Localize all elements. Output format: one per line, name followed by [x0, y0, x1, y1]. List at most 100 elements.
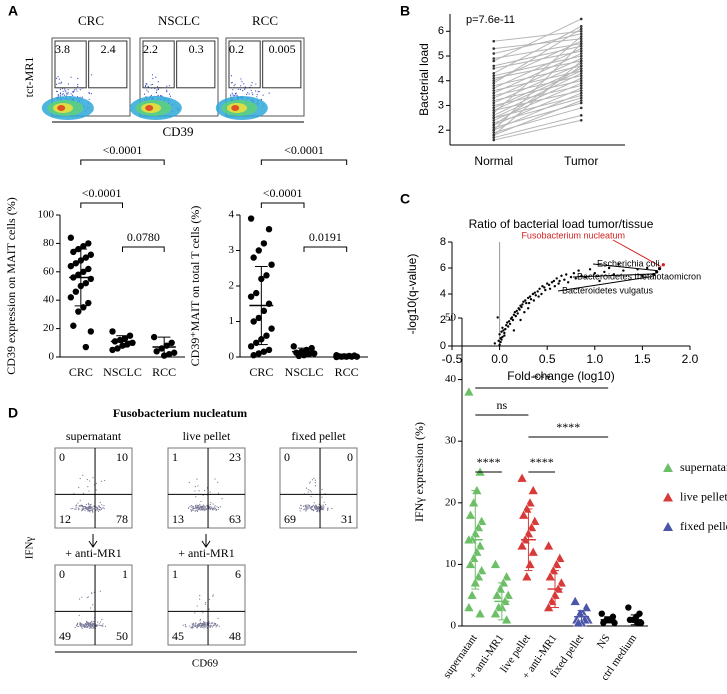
- flow-dot: [80, 625, 82, 627]
- flow-dot: [79, 89, 81, 91]
- flow-dot: [77, 502, 79, 504]
- flow-dot: [63, 94, 66, 96]
- flow-dot: [156, 86, 159, 88]
- point: [566, 281, 570, 284]
- flow-dot: [89, 607, 92, 609]
- quadrant-value: 6: [235, 567, 241, 581]
- flow-dot: [157, 81, 159, 83]
- flow-dot: [193, 625, 195, 627]
- flow-dot: [90, 622, 92, 624]
- flow-dot: [77, 83, 79, 85]
- quadrant-value: 49: [59, 629, 71, 643]
- y-tick-label: 1: [229, 315, 235, 327]
- flow-dot: [70, 508, 72, 510]
- point: [541, 285, 544, 288]
- point: [492, 114, 496, 117]
- point: [579, 30, 583, 33]
- flow-dot: [75, 88, 77, 90]
- flow-dot: [88, 622, 90, 624]
- flow-dot: [76, 90, 78, 92]
- flow-dot: [311, 479, 314, 481]
- point: [290, 343, 297, 350]
- flow-dot: [230, 95, 232, 97]
- flow-dot: [92, 625, 94, 628]
- point: [265, 226, 273, 233]
- point: [579, 25, 583, 28]
- y-tick-label: 30: [445, 435, 457, 447]
- point: [150, 333, 158, 341]
- flow-dot: [88, 507, 90, 509]
- point: [247, 343, 255, 350]
- flow-dot: [190, 508, 192, 510]
- flow-dot: [99, 506, 102, 509]
- flow-dot: [198, 507, 200, 509]
- flow-dot: [205, 625, 207, 627]
- quadrant-value: 78: [116, 512, 128, 526]
- point: [501, 335, 504, 339]
- point: [579, 114, 583, 117]
- point: [75, 308, 82, 315]
- flow-dot: [208, 508, 210, 510]
- flow-dot: [81, 504, 84, 507]
- flow-dot: [103, 505, 105, 507]
- point: [569, 275, 573, 279]
- point: [579, 84, 583, 87]
- point: [516, 312, 519, 315]
- point: [255, 350, 262, 357]
- flow-dot: [80, 505, 82, 507]
- flow-dot: [209, 503, 211, 506]
- flow-dot: [239, 85, 242, 87]
- flow-dot: [205, 624, 207, 626]
- point: [579, 96, 583, 100]
- gate-value: 3.8: [55, 42, 70, 56]
- flow-dot: [59, 88, 61, 90]
- pair-line: [493, 92, 582, 131]
- point: [490, 558, 501, 569]
- point: [516, 540, 528, 551]
- point: [544, 288, 547, 292]
- flow-dot: [215, 624, 217, 626]
- flow-title: CRC: [78, 13, 104, 28]
- flow-dot: [86, 478, 88, 481]
- flow-dot: [194, 504, 197, 507]
- flow-dot: [313, 477, 315, 479]
- flow-dot: [196, 478, 198, 480]
- flow-dot: [81, 627, 83, 629]
- point: [126, 332, 134, 339]
- annotation: p=7.6e-11: [466, 14, 515, 26]
- point: [505, 324, 508, 327]
- flow-dot: [213, 622, 216, 624]
- flow-dot: [200, 509, 202, 511]
- flow-dot: [59, 95, 62, 97]
- flow-dot: [202, 624, 204, 626]
- y-tick-label: 0: [451, 620, 457, 632]
- point: [492, 76, 496, 80]
- flow-dot: [327, 507, 329, 509]
- y-tick-label: 6: [438, 25, 444, 37]
- flow-dot: [86, 621, 88, 624]
- flow-dot: [308, 506, 310, 508]
- flow-frame: [279, 447, 358, 529]
- point: [538, 287, 541, 290]
- y-axis-label: CD39⁺MAIT on total T cells (%): [188, 206, 202, 367]
- flow-dot: [231, 92, 233, 94]
- flow-dot: [212, 626, 214, 628]
- flow-dot: [205, 507, 207, 509]
- point: [499, 337, 502, 340]
- flow-dot: [75, 508, 77, 510]
- flow-dot: [196, 510, 199, 512]
- flow-dot: [196, 507, 198, 509]
- gate: [142, 40, 175, 89]
- flow-dot: [315, 505, 317, 507]
- flow-dot: [202, 621, 205, 623]
- flow-dot: [192, 507, 194, 510]
- pair-line: [493, 28, 582, 84]
- flow-dot: [98, 506, 100, 508]
- flow-dot: [84, 506, 86, 508]
- flow-dot: [212, 503, 214, 505]
- flow-dot: [210, 501, 212, 504]
- y-tick-label: 80: [43, 237, 55, 249]
- point: [263, 272, 270, 279]
- flow-dot: [312, 504, 315, 506]
- point: [513, 311, 517, 314]
